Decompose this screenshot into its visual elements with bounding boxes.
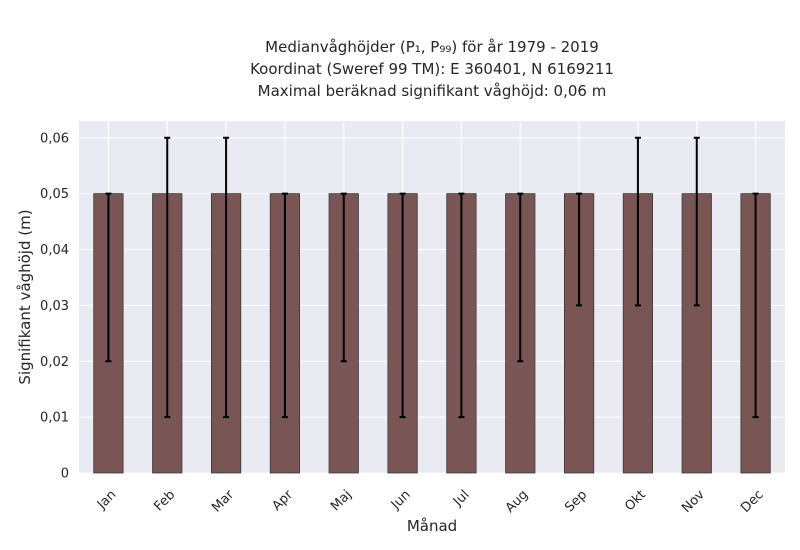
error-bar-jan (105, 192, 112, 363)
error-bar-jul (458, 192, 465, 419)
error-bar-maj (340, 192, 347, 363)
error-bar-nov (693, 136, 700, 307)
chart-title-line-1: Medianvåghöjder (P₁, P₉₉) för år 1979 - … (265, 38, 599, 56)
x-tick-label: Mar (209, 487, 237, 515)
x-tick-label: Jul (450, 487, 472, 509)
error-bar-okt (634, 136, 641, 307)
x-tick-label: Nov (679, 487, 708, 516)
error-bar-feb (164, 136, 171, 419)
x-tick-label: Maj (328, 487, 355, 514)
y-tick-labels: 0 0,01 0,02 0,03 0,04 0,05 0,06 (40, 131, 69, 481)
y-tick-label: 0,02 (40, 355, 69, 370)
chart-title-line-3: Maximal beräknad signifikant våghöjd: 0,… (258, 82, 607, 100)
x-tick-label: Jun (388, 487, 414, 513)
error-bar-dec (752, 192, 759, 419)
x-tick-label: Apr (269, 487, 296, 514)
y-axis-label: Signifikant våghöjd (m) (16, 209, 34, 384)
error-bars (105, 136, 759, 419)
x-tick-label: Feb (151, 487, 178, 514)
x-axis-label: Månad (407, 517, 457, 535)
y-tick-label: 0 (61, 467, 69, 482)
error-bar-aug (517, 192, 524, 363)
error-bar-jun (399, 192, 406, 419)
y-tick-label: 0,06 (40, 131, 69, 146)
error-bar-mar (223, 136, 230, 419)
y-tick-label: 0,03 (40, 299, 69, 314)
y-tick-label: 0,05 (40, 187, 69, 202)
chart-title-line-2: Koordinat (Sweref 99 TM): E 360401, N 61… (250, 60, 614, 78)
y-tick-label: 0,01 (40, 411, 69, 426)
x-tick-label: Aug (503, 487, 532, 516)
x-tick-label: Okt (622, 487, 649, 514)
plot-background (79, 121, 785, 473)
error-bar-apr (281, 192, 288, 419)
x-tick-label: Dec (738, 487, 766, 515)
error-bar-sep (576, 192, 583, 307)
x-tick-labels: Jan Feb Mar Apr Maj Jun Jul Aug Sep Okt Nov Dec (94, 487, 767, 516)
x-tick-label: Sep (562, 487, 590, 515)
x-tick-label: Jan (94, 487, 119, 512)
y-tick-label: 0,04 (40, 243, 69, 258)
